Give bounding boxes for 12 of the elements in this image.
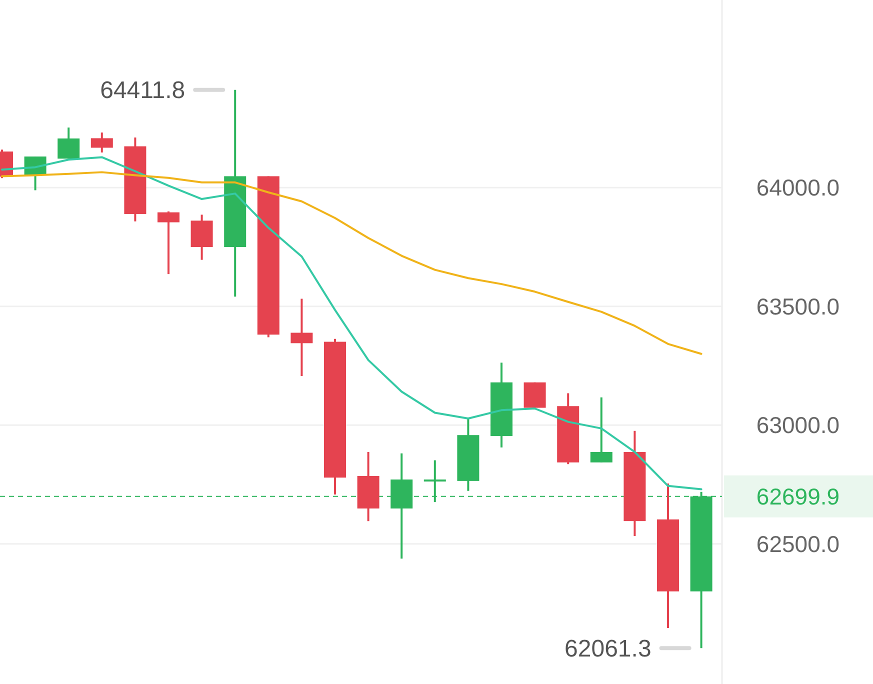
y-tick-label: 63000.0: [756, 412, 840, 438]
y-tick-label: 62500.0: [756, 530, 840, 557]
y-tick-label: 64000.0: [756, 174, 840, 201]
candlestick: [590, 396, 612, 464]
candlestick: [90, 132, 113, 154]
annotation: 64411.8: [100, 77, 186, 104]
ref-line-label: 62699.9: [756, 483, 840, 510]
annotation: 62061.3: [564, 635, 652, 662]
candlestick: [58, 126, 80, 160]
candlestick: [290, 298, 313, 377]
y-tick-label: 63500.0: [756, 293, 840, 320]
candlestick: [158, 210, 180, 276]
